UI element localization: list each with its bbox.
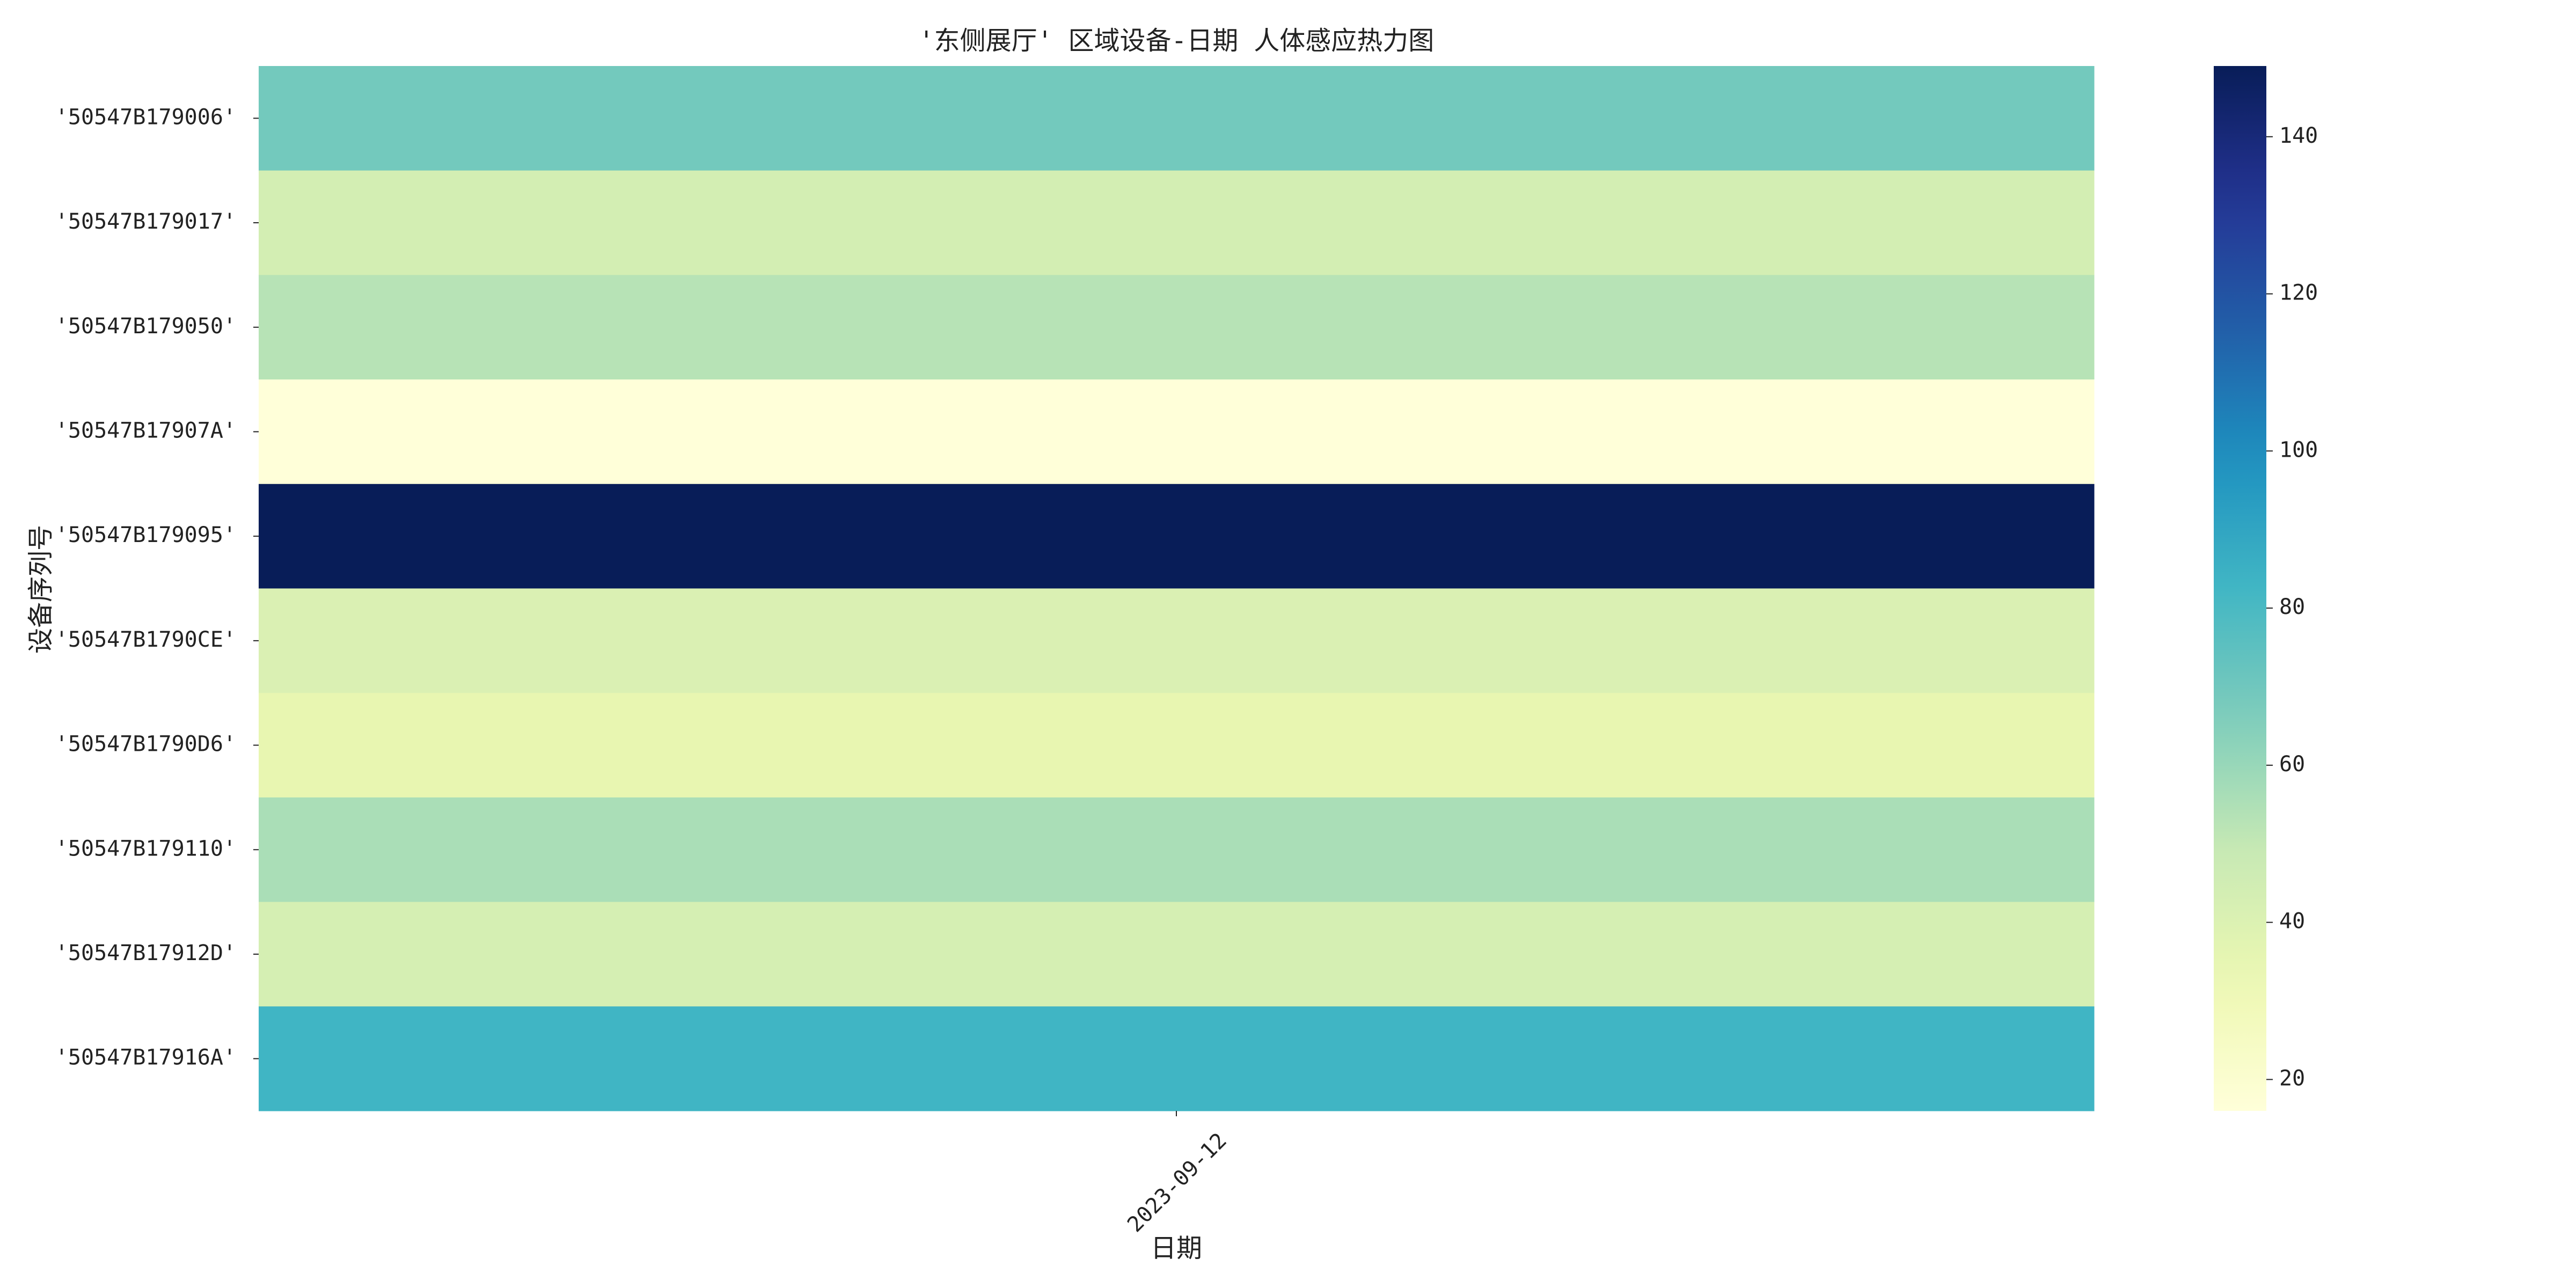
heatmap-cell xyxy=(259,170,2095,275)
heatmap-cell xyxy=(259,66,2095,171)
y-tick-labels: '50547B179006' '50547B179017' '50547B17905… xyxy=(55,105,259,1070)
y-tick-label: '50547B179006' xyxy=(55,105,236,129)
colorbar-tick-label: 60 xyxy=(2279,752,2305,777)
y-tick-label: '50547B17916A' xyxy=(55,1045,236,1070)
y-tick-label: '50547B179017' xyxy=(55,209,236,234)
colorbar xyxy=(2214,66,2266,1111)
heatmap-cell xyxy=(259,484,2095,589)
y-tick-label: '50547B179110' xyxy=(55,836,236,861)
colorbar-tick-label: 40 xyxy=(2279,909,2305,934)
heatmap-cell xyxy=(259,588,2095,693)
y-tick-label: '50547B17912D' xyxy=(55,941,236,965)
heatmap-cell xyxy=(259,902,2095,1007)
colorbar-tick-label: 100 xyxy=(2279,437,2318,462)
heatmap-cells xyxy=(259,66,2095,1111)
y-tick-label: '50547B1790CE' xyxy=(55,627,236,652)
colorbar-tick-label: 140 xyxy=(2279,123,2318,148)
y-tick-label: '50547B179050' xyxy=(55,314,236,339)
heatmap-cell xyxy=(259,797,2095,903)
heatmap-cell xyxy=(259,379,2095,485)
y-tick-label: '50547B179095' xyxy=(55,523,236,547)
heatmap-cell xyxy=(259,275,2095,380)
colorbar-ticks: 20 40 60 80 100 120 140 xyxy=(2266,123,2318,1091)
heatmap-cell xyxy=(259,1006,2095,1111)
chart-title: '东侧展厅' 区域设备-日期 人体感应热力图 xyxy=(919,26,1435,56)
y-tick-label: '50547B1790D6' xyxy=(55,732,236,757)
colorbar-tick-label: 20 xyxy=(2279,1066,2305,1091)
x-tick-label: 2023-09-12 xyxy=(1123,1128,1232,1237)
x-tick-labels: 2023-09-12 xyxy=(1123,1111,1232,1237)
y-axis-label: 设备序列号 xyxy=(26,525,56,654)
colorbar-tick-label: 80 xyxy=(2279,595,2305,619)
y-tick-label: '50547B17907A' xyxy=(55,418,236,443)
x-axis-label: 日期 xyxy=(1151,1233,1202,1263)
heatmap-cell xyxy=(259,693,2095,798)
colorbar-tick-label: 120 xyxy=(2279,281,2318,305)
